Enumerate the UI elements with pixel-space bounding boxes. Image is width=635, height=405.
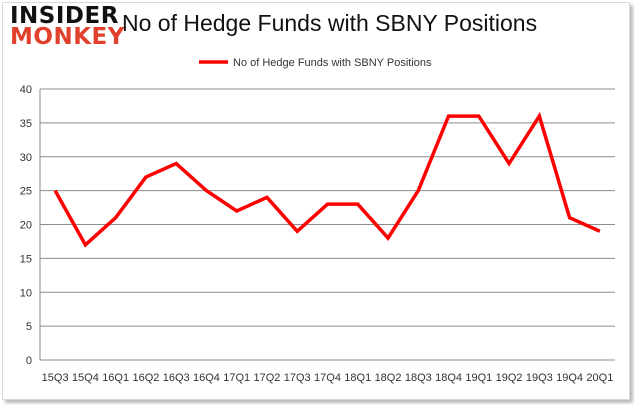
x-tick-label: 17Q2 bbox=[254, 372, 281, 384]
legend-label: No of Hedge Funds with SBNY Positions bbox=[233, 57, 432, 69]
x-tick-label: 16Q1 bbox=[102, 372, 129, 384]
y-tick-label: 25 bbox=[20, 186, 32, 198]
x-tick-label: 20Q1 bbox=[586, 372, 613, 384]
logo-line2: MONKEY bbox=[10, 24, 125, 50]
y-tick-label: 10 bbox=[20, 287, 32, 299]
series-line bbox=[53, 111, 601, 248]
chart-border bbox=[2, 2, 630, 400]
x-tick-label: 18Q4 bbox=[435, 372, 462, 384]
y-tick-label: 40 bbox=[20, 84, 32, 96]
x-tick-label: 16Q2 bbox=[132, 372, 159, 384]
x-tick-label: 15Q3 bbox=[42, 372, 69, 384]
x-tick-label: 15Q4 bbox=[72, 372, 99, 384]
y-tick-label: 5 bbox=[26, 321, 32, 333]
x-tick-label: 19Q4 bbox=[556, 372, 583, 384]
x-tick-label: 16Q3 bbox=[163, 372, 190, 384]
y-tick-label: 0 bbox=[26, 355, 32, 367]
y-tick-label: 20 bbox=[20, 220, 32, 232]
y-tick-label: 35 bbox=[20, 118, 32, 130]
x-tick-label: 18Q3 bbox=[405, 372, 432, 384]
x-tick-label: 19Q1 bbox=[465, 372, 492, 384]
x-tick-label: 18Q1 bbox=[344, 372, 371, 384]
insider-monkey-logo: INSIDER MONKEY bbox=[10, 3, 125, 50]
x-tick-label: 17Q3 bbox=[284, 372, 311, 384]
x-tick-label: 18Q2 bbox=[375, 372, 402, 384]
logo-line1: INSIDER bbox=[10, 3, 119, 29]
chart-title: No of Hedge Funds with SBNY Positions bbox=[122, 10, 538, 36]
x-tick-label: 19Q3 bbox=[526, 372, 553, 384]
x-tick-label: 17Q1 bbox=[223, 372, 250, 384]
y-tick-label: 15 bbox=[20, 253, 32, 265]
x-tick-label: 19Q2 bbox=[496, 372, 523, 384]
y-tick-label: 30 bbox=[20, 152, 32, 164]
x-tick-label: 16Q4 bbox=[193, 372, 220, 384]
x-tick-label: 17Q4 bbox=[314, 372, 341, 384]
